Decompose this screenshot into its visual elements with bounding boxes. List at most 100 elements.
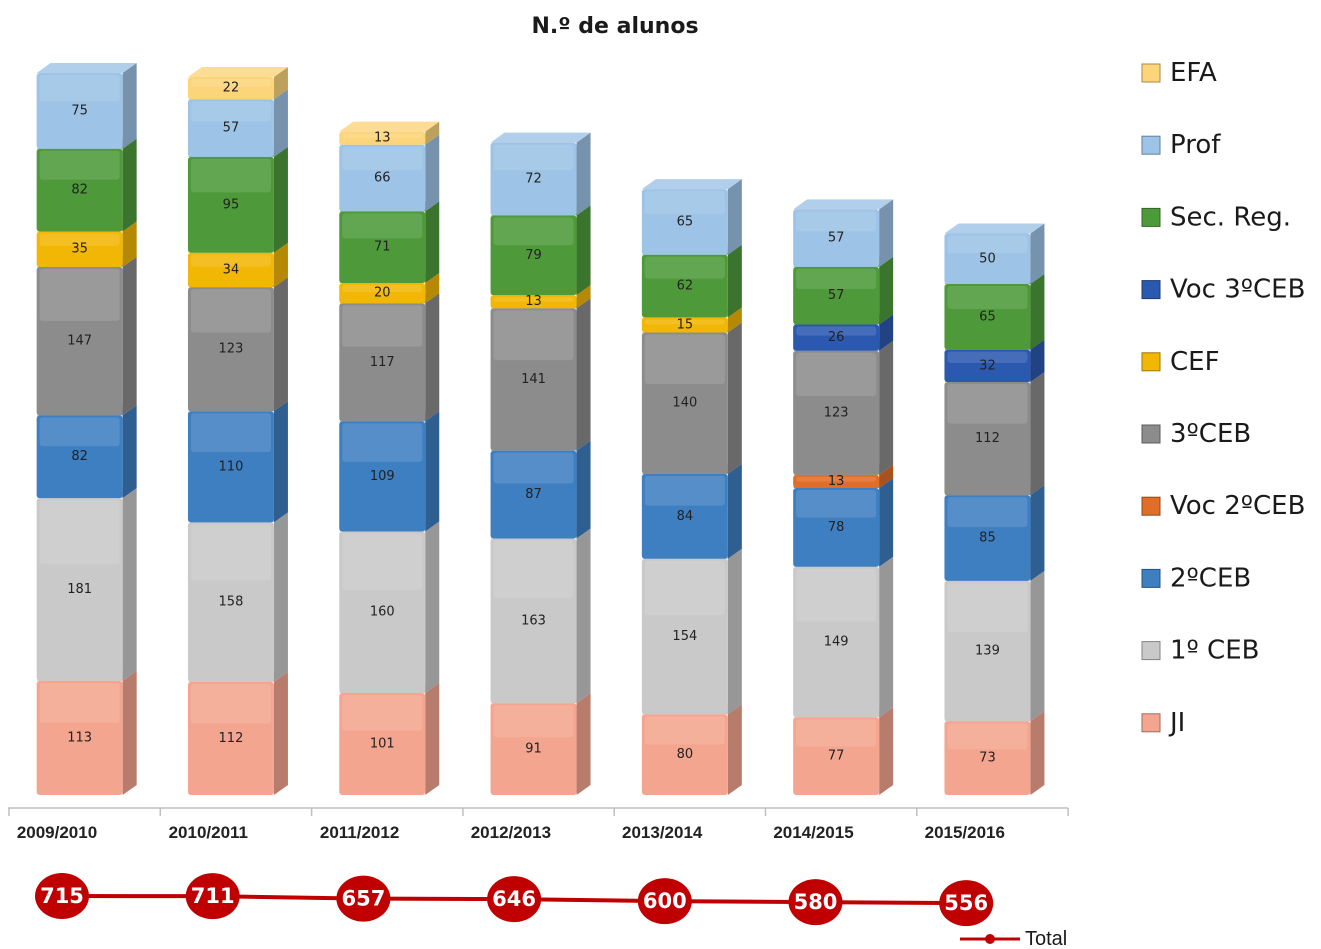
bar-side	[576, 440, 591, 539]
data-label: 65	[979, 309, 996, 324]
data-label: 158	[219, 595, 244, 610]
legend-item-2oceb: 2ºCEB	[1141, 563, 1251, 593]
bar-highlight	[342, 285, 423, 293]
legend-item-prof: Prof	[1141, 130, 1221, 160]
bar-front	[187, 411, 274, 523]
bar-highlight	[39, 150, 120, 180]
bar-ji-2012-2013: 91	[490, 693, 591, 795]
bar-side	[727, 244, 742, 318]
bar-highlight	[342, 213, 423, 239]
bar-highlight	[493, 540, 574, 599]
legend-swatch	[1141, 63, 1161, 83]
data-label: 26	[828, 330, 845, 345]
data-label: 139	[975, 644, 1000, 659]
bar-prof-2009-2010: 75	[36, 63, 137, 149]
bar-highlight	[39, 268, 120, 321]
bar-side	[122, 670, 137, 795]
bar-front	[793, 717, 880, 795]
legend-item-sec-reg: Sec. Reg.	[1141, 202, 1291, 232]
bar-highlight	[39, 233, 120, 246]
legend-swatch	[1141, 207, 1161, 227]
bar-sec-reg-2013-2014: 62	[641, 244, 742, 318]
bar-front	[490, 142, 577, 216]
bar-prof-2010-2011: 57	[187, 89, 288, 157]
bar-side	[879, 707, 894, 795]
bar-side	[727, 548, 742, 715]
legend-label: 3ºCEB	[1170, 419, 1251, 449]
bar-side	[122, 405, 137, 499]
total-value-label: 600	[643, 889, 687, 913]
bar-side	[425, 521, 440, 694]
bar-front	[339, 303, 426, 422]
data-label: 77	[828, 749, 845, 764]
bar-side	[273, 401, 288, 523]
bar-1o-ceb-2014-2015: 149	[793, 556, 894, 718]
bar-side	[879, 199, 894, 267]
bar-highlight	[39, 417, 120, 447]
bar-highlight	[342, 533, 423, 590]
bar-efa-2011-2012: 13	[339, 121, 440, 146]
bar-2oceb-2010-2011: 110	[187, 401, 288, 523]
data-label: 73	[979, 751, 996, 766]
data-label: 109	[370, 469, 395, 484]
bar-side	[425, 134, 440, 212]
data-label: 163	[521, 613, 546, 628]
total-marker	[788, 879, 843, 926]
total-value-label: 580	[794, 890, 838, 914]
bar-highlight	[947, 383, 1028, 424]
bar-top	[490, 132, 591, 143]
legend-label: EFA	[1170, 58, 1217, 88]
bar-highlight	[342, 305, 423, 347]
bar-front	[36, 266, 123, 416]
bar-side	[1030, 339, 1045, 382]
data-label: 117	[370, 355, 395, 370]
data-label: 160	[370, 605, 395, 620]
bar-front	[36, 415, 123, 499]
bar-2oceb-2015-2016: 85	[944, 485, 1045, 581]
total-point: 657	[336, 875, 391, 922]
total-marker	[939, 880, 994, 927]
bar-side	[273, 67, 288, 100]
data-label: 34	[223, 262, 240, 277]
bar-3oceb-2013-2014: 140	[641, 322, 742, 474]
bar-stacks: 113 181 82 147 35 82 75 112 158 110 123 34 95 57 22 101…	[36, 63, 1045, 795]
data-label: 15	[677, 317, 694, 332]
bar-front	[490, 450, 577, 539]
bar-front	[187, 522, 274, 682]
bar-front	[36, 231, 123, 267]
bar-top	[339, 121, 440, 132]
bar-front	[339, 131, 426, 145]
bar-highlight	[796, 476, 877, 482]
bar-top	[793, 199, 894, 210]
total-legend-marker	[985, 934, 995, 944]
total-marker	[35, 873, 89, 919]
bar-front	[187, 287, 274, 412]
bar-side	[727, 704, 742, 795]
bar-sec-reg-2009-2010: 82	[36, 138, 137, 232]
bar-front	[36, 73, 123, 149]
bar-3oceb-2012-2013: 141	[490, 298, 591, 451]
bar-prof-2011-2012: 66	[339, 134, 440, 212]
bar-highlight	[342, 423, 423, 462]
total-value-label: 556	[944, 891, 988, 915]
bar-front	[187, 77, 274, 100]
total-value-label: 711	[191, 884, 235, 908]
bar-sec-reg-2010-2011: 95	[187, 146, 288, 253]
data-label: 154	[672, 629, 697, 644]
bar-highlight	[493, 705, 574, 738]
bar-highlight	[493, 452, 574, 484]
bar-highlight	[796, 490, 877, 518]
x-tick-label: 2015/2016	[925, 823, 1005, 842]
bar-front	[793, 324, 880, 351]
bar-highlight	[644, 560, 725, 616]
bar-side	[122, 63, 137, 149]
bar-highlight	[947, 497, 1028, 528]
legend-swatch	[1141, 641, 1161, 661]
bar-highlight	[493, 144, 574, 171]
bar-side	[122, 256, 137, 416]
bar-front	[641, 332, 728, 474]
data-label: 32	[979, 358, 996, 373]
bar-top	[187, 67, 288, 78]
bar-side	[727, 179, 742, 255]
